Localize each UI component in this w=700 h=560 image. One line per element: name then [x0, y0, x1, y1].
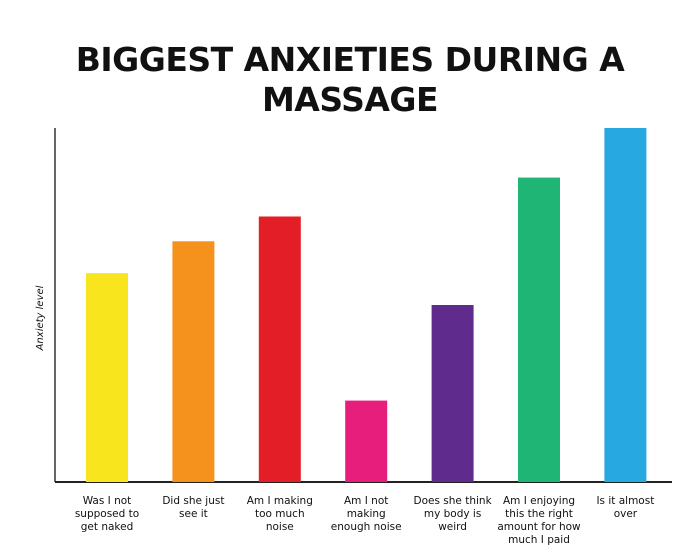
x-tick-label-line: Is it almost — [596, 495, 654, 507]
watermark: @MATTSURELEE — [594, 404, 602, 468]
bar — [604, 128, 647, 482]
x-tick-label-line: Am I enjoying — [503, 495, 575, 507]
x-tick-label-line: see it — [179, 508, 208, 520]
x-tick-label-line: much I paid — [508, 534, 570, 546]
x-tick-label: Was I not supposed to get naked — [75, 495, 139, 533]
x-tick-label: Am I not making enough noise — [331, 495, 402, 533]
y-axis-label: Anxiety level — [35, 285, 46, 351]
x-tick-label-line: too much — [255, 508, 305, 520]
bar — [345, 400, 388, 482]
x-tick-label: Did she just see it — [162, 495, 224, 520]
x-tick-label-line: Does she think — [414, 495, 493, 507]
x-tick-label: Does she think my body is weird — [414, 495, 493, 533]
x-tick-label-line: Am I making — [247, 495, 313, 507]
x-tick-label-line: weird — [438, 521, 467, 533]
x-tick-label: Is it almost over — [596, 495, 654, 520]
x-tick-label-line: Was I not — [83, 495, 132, 507]
x-tick-label-line: supposed to — [75, 508, 139, 520]
x-tick-label-line: my body is — [424, 508, 481, 520]
bar — [258, 216, 301, 482]
x-tick-label: Am I making too much noise — [247, 495, 313, 533]
x-tick-label-line: over — [614, 508, 638, 520]
x-tick-label-line: this the right — [505, 508, 573, 520]
x-tick-label-line: noise — [266, 521, 294, 533]
bar — [518, 177, 560, 482]
bar — [86, 273, 128, 482]
x-tick-label: Am I enjoying this the right amount for ho… — [497, 495, 581, 546]
chart-title: BIGGEST ANXIETIES DURING A MASSAGE — [75, 40, 625, 119]
x-tick-label-line: enough noise — [331, 521, 402, 533]
x-tick-label-line: get naked — [81, 521, 134, 533]
x-tick-label-line: amount for how — [497, 521, 581, 533]
x-tick-label-line: making — [347, 508, 386, 520]
bar — [172, 241, 215, 482]
x-tick-label-line: Am I not — [344, 495, 388, 507]
x-tick-label-line: Did she just — [162, 495, 224, 507]
bar — [431, 305, 474, 482]
